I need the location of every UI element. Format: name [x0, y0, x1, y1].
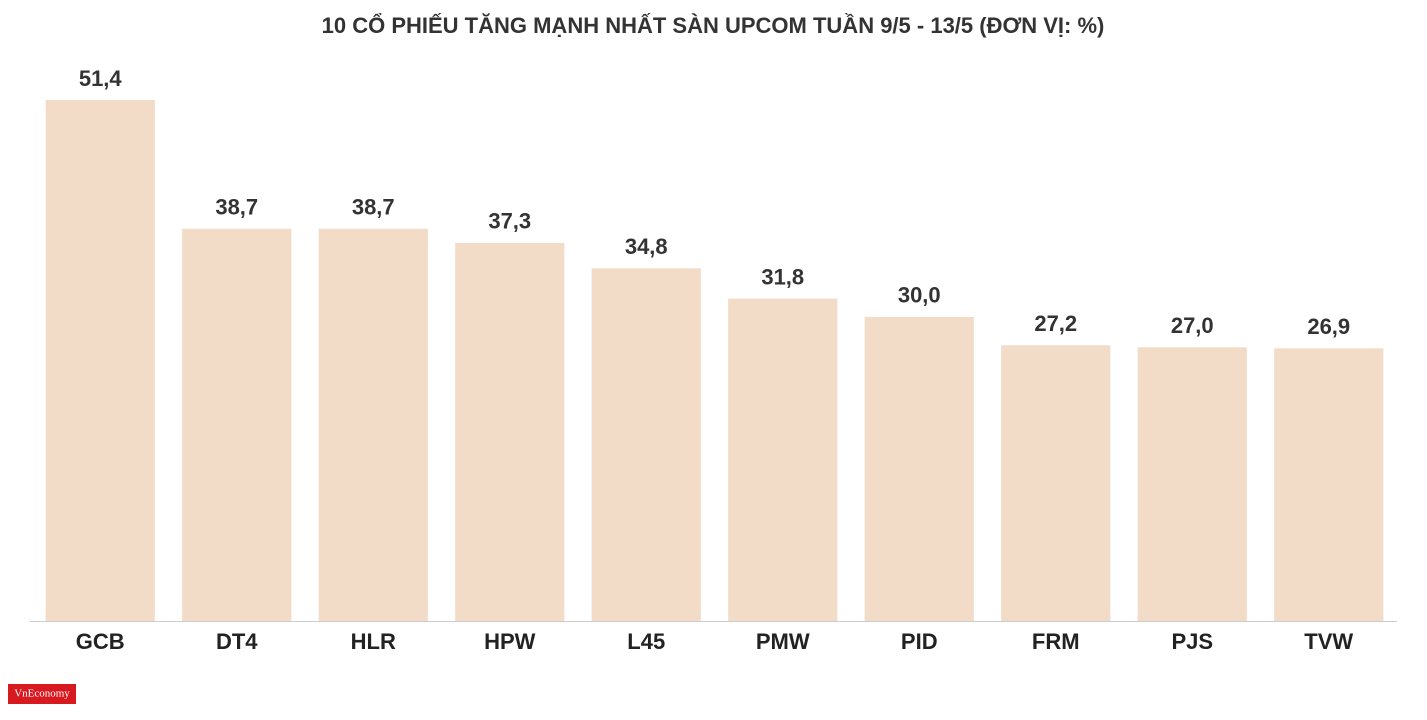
value-label: 26,9: [1307, 314, 1350, 339]
bar: [864, 316, 974, 621]
x-tick-label: HPW: [484, 629, 536, 654]
value-label: 38,7: [215, 195, 258, 220]
x-tick-label: TVW: [1304, 629, 1353, 654]
bar: [182, 228, 292, 622]
value-label: 37,3: [488, 209, 531, 234]
x-tick-label: PMW: [756, 629, 810, 654]
bar: [728, 298, 838, 621]
value-label: 27,0: [1171, 313, 1214, 338]
value-label: 30,0: [898, 283, 941, 308]
x-tick-label: GCB: [76, 629, 125, 654]
x-tick-label: HLR: [351, 629, 396, 654]
x-tick-label: PJS: [1171, 629, 1213, 654]
value-label: 27,2: [1034, 311, 1077, 336]
x-tick-label: L45: [627, 629, 665, 654]
bar: [45, 99, 155, 621]
x-tick-label: PID: [901, 629, 938, 654]
value-label: 34,8: [625, 234, 668, 259]
bar: [1274, 348, 1384, 621]
x-tick-label: DT4: [216, 629, 258, 654]
value-label: 31,8: [761, 264, 804, 289]
logo: VnEconomy: [14, 688, 70, 700]
bar: [1001, 345, 1111, 621]
value-label: 51,4: [79, 66, 123, 91]
bar: [591, 268, 701, 621]
value-label: 38,7: [352, 195, 395, 220]
chart-title: 10 CỔ PHIẾU TĂNG MẠNH NHẤT SÀN UPCOM TUẦ…: [322, 13, 1105, 38]
bar: [455, 242, 565, 621]
logo-box: [8, 684, 76, 704]
bar: [1137, 347, 1247, 621]
x-tick-label: FRM: [1032, 629, 1080, 654]
bar: [318, 228, 428, 622]
